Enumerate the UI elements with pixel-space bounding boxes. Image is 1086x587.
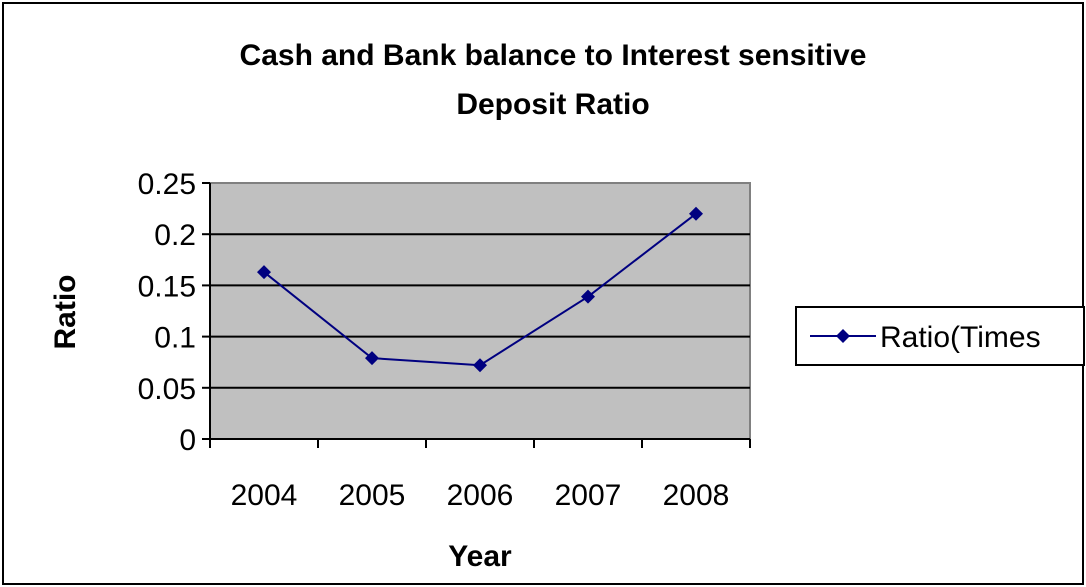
legend-marker-diamond-icon <box>836 329 850 343</box>
y-tick-label: 0 <box>179 424 196 457</box>
y-tick-label: 0.15 <box>138 270 196 303</box>
x-tick-label: 2006 <box>447 479 514 512</box>
x-tick-label: 2004 <box>231 479 298 512</box>
gridlines <box>210 233 750 389</box>
legend-label: Ratio(Times <box>880 321 1041 354</box>
data-point-marker <box>689 206 703 221</box>
plot-area <box>209 182 751 440</box>
y-tick-label: 0.1 <box>154 322 196 355</box>
axes <box>202 182 751 448</box>
data-point-marker <box>257 265 271 280</box>
y-tick-label: 0.05 <box>138 373 196 406</box>
data-point-marker <box>581 289 595 304</box>
y-tick-label: 0.25 <box>138 168 196 201</box>
chart-title-line-1: Cash and Bank balance to Interest sensit… <box>240 39 867 72</box>
x-axis-label: Year <box>448 540 512 573</box>
data-point-marker <box>365 351 379 366</box>
data-point-marker <box>473 358 487 373</box>
y-tick-label: 0.2 <box>154 219 196 252</box>
x-tick-label: 2007 <box>555 479 622 512</box>
legend: Ratio(Times <box>795 306 1085 366</box>
y-axis-label: Ratio <box>49 275 82 350</box>
x-tick-label: 2005 <box>339 479 406 512</box>
x-tick-labels: 2004 2005 2006 2007 2008 <box>231 479 730 512</box>
y-tick-labels: 0 0.05 0.1 0.15 0.2 0.25 <box>138 168 196 457</box>
chart-title-line-2: Deposit Ratio <box>456 88 649 121</box>
series-ratio <box>257 206 703 373</box>
x-tick-label: 2008 <box>663 479 730 512</box>
